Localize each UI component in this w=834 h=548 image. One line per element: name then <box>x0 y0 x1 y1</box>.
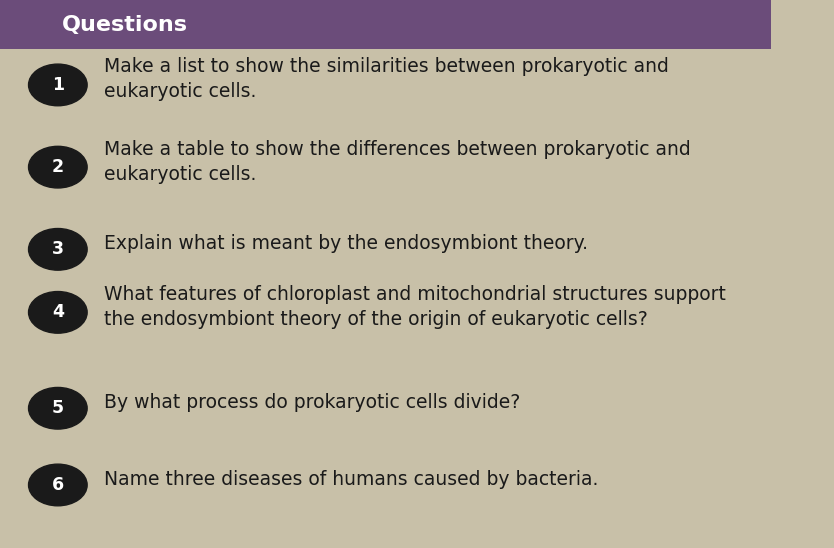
Text: 1: 1 <box>52 76 64 94</box>
Text: Make a list to show the similarities between prokaryotic and
eukaryotic cells.: Make a list to show the similarities bet… <box>104 58 669 101</box>
Text: 3: 3 <box>52 241 64 258</box>
Circle shape <box>28 464 87 506</box>
Circle shape <box>28 146 87 188</box>
Text: 6: 6 <box>52 476 64 494</box>
Circle shape <box>28 64 87 106</box>
Text: What features of chloroplast and mitochondrial structures support
the endosymbio: What features of chloroplast and mitocho… <box>104 285 726 329</box>
Circle shape <box>28 387 87 429</box>
Circle shape <box>28 229 87 270</box>
Text: Questions: Questions <box>62 15 188 35</box>
Text: Make a table to show the differences between prokaryotic and
eukaryotic cells.: Make a table to show the differences bet… <box>104 140 691 184</box>
Text: 2: 2 <box>52 158 64 176</box>
Text: Name three diseases of humans caused by bacteria.: Name three diseases of humans caused by … <box>104 470 599 489</box>
Text: Explain what is meant by the endosymbiont theory.: Explain what is meant by the endosymbion… <box>104 235 588 253</box>
Text: By what process do prokaryotic cells divide?: By what process do prokaryotic cells div… <box>104 393 520 412</box>
Text: 4: 4 <box>52 304 64 321</box>
Circle shape <box>28 292 87 333</box>
FancyBboxPatch shape <box>0 0 771 49</box>
Text: 5: 5 <box>52 399 64 417</box>
